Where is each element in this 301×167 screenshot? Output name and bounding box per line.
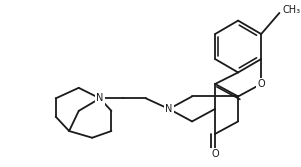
Text: CH₃: CH₃ [282, 5, 300, 15]
Text: O: O [211, 149, 219, 159]
Text: N: N [96, 93, 104, 103]
Text: N: N [165, 104, 173, 114]
Text: O: O [257, 79, 265, 89]
